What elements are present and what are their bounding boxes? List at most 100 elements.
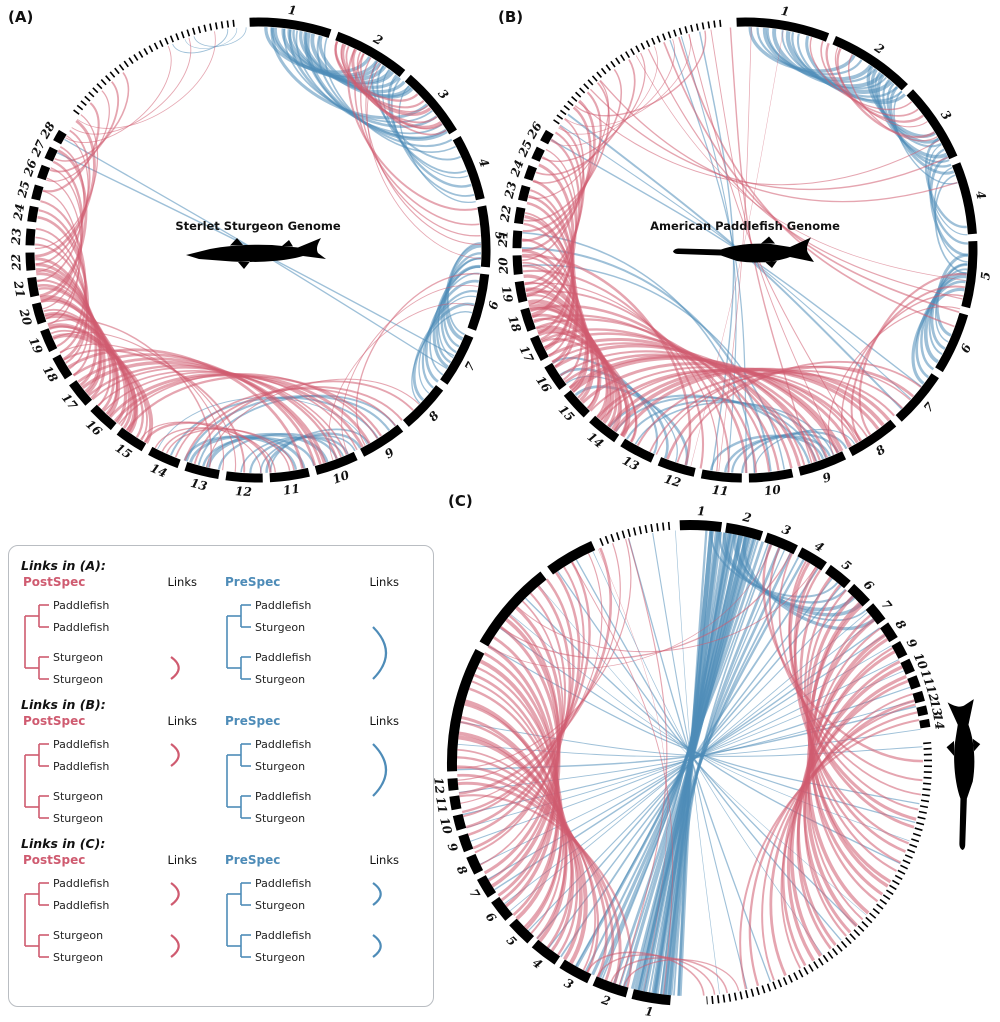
chromosome-segment [25,252,36,271]
chromosome-segment [491,896,513,921]
chromosome-segment [916,705,929,717]
chromosome-segment [520,307,536,332]
link-arc-glyph [170,934,180,958]
chromosome-label: 11 [918,668,937,688]
unlabeled-segment [447,648,485,772]
synteny-links [34,26,482,474]
chromosome-segment [514,280,528,303]
chromosome-label: 10 [437,816,455,836]
legend-section-c: Links in (C): PostSpec Links Paddlefish P… [21,836,427,971]
prespec-tree-b: Paddlefish Sturgeon Paddlefish Sturgeon [226,738,387,825]
chromosome-segment [458,833,474,853]
genome-title: Sterlet Sturgeon Genome [175,219,341,233]
chromosome-segment [90,404,117,431]
chromosome-segment [116,427,147,452]
taxon-label: Sturgeon [255,899,305,912]
links-heading: Links [167,575,197,589]
prespec-tree-c: Paddlefish Sturgeon Paddlefish Sturgeon [226,877,382,964]
chromosome-segment [935,312,969,373]
chromosome-segment [679,519,723,533]
taxon-label: Sturgeon [53,812,103,825]
paddlefish-silhouette-icon [946,699,981,850]
links-heading: Links [369,853,399,867]
chromosome-segment [477,875,497,898]
chromosome-segment [31,302,47,325]
taxon-label: Paddlefish [255,599,311,612]
link-arc-glyph [170,656,180,680]
taxon-label: Sturgeon [255,760,305,773]
chromosome-label: 3 [562,976,576,992]
chromosome-label: 1 [780,4,791,19]
links-heading: Links [167,853,197,867]
chromosome-label: 13 [189,476,209,494]
prespec-heading: PreSpec [225,853,281,867]
circos-plot-sturgeon: 1234567891011121314151617181920212223242… [9,3,505,499]
unplaced-scaffolds-dots [73,19,239,115]
taxon-label: Paddlefish [255,651,311,664]
chromosome-label: 21 [11,279,28,299]
legend-a-postspec-column: PostSpec Links Paddlefish Paddlefish Sturg… [21,575,223,693]
panel-a-label: (A) [8,8,34,26]
chromosome-segment [449,795,462,811]
chromosome-label: 1 [697,504,706,518]
chromosome-segment [466,853,484,875]
taxon-label: Paddlefish [255,877,311,890]
paddlefish-silhouette-icon [946,699,981,850]
chromosome-label: 8 [892,617,909,632]
synteny-links [521,26,969,474]
chromosome-label: 12 [923,683,941,703]
chromosome-label: 9 [821,469,834,485]
postspec-heading: PostSpec [23,714,86,728]
chromosome-segment [514,206,526,225]
unlabeled-segment [547,541,596,575]
chromosome-segment [847,583,870,607]
chromosome-segment [31,184,44,201]
chromosome-segment [225,471,263,483]
postspec-tree-a: Paddlefish Paddlefish Sturgeon Sturgeon [24,599,180,686]
chromosome-segment [544,362,567,391]
taxon-label: Paddlefish [53,621,109,634]
chromosome-segment [736,17,830,42]
chromosome-segment [631,989,671,1006]
unplaced-scaffolds-dots [599,521,674,547]
chromosome-label: 2 [370,31,385,48]
chromosome-label: 11 [433,796,450,815]
chromosome-label: 6 [861,577,877,593]
chromosome-segment [657,457,696,477]
legend-section-b: Links in (B): PostSpec Links Paddlefish P… [21,697,427,832]
chromosome-label: 3 [780,522,793,538]
taxon-label: Sturgeon [53,673,103,686]
chromosome-segment [700,469,742,483]
legend-a-prespec-column: PreSpec Links Paddlefish Sturgeon Paddlefi… [223,575,425,693]
legend-c-prespec-column: PreSpec Links Paddlefish Sturgeon Paddlefi… [223,853,425,971]
chromosome-segment [523,164,537,181]
chromosome-segment [620,438,655,463]
chromosome-segment [559,959,592,984]
ideogram-ring [25,17,491,483]
chromosome-label: 13 [620,453,641,473]
chromosome-label: 25 [15,179,33,200]
chromosome-segment [961,241,978,309]
chromosome-segment [824,564,851,589]
chromosome-segment [148,446,181,469]
chromosome-segment [314,451,358,475]
chromosome-label: 6 [486,299,502,311]
chromosome-segment [865,603,886,625]
chromosome-segment [530,335,549,362]
taxon-label: Paddlefish [53,760,109,773]
chromosome-segment [907,675,921,690]
chromosome-label: 7 [878,598,895,614]
legend-c-postspec-column: PostSpec Links Paddlefish Paddlefish Sturg… [21,853,223,971]
chromosome-segment [52,354,73,380]
chromosome-segment [447,778,459,791]
postspec-tree-c: Paddlefish Paddlefish Sturgeon Sturgeon [24,877,180,964]
legend-b-postspec-column: PostSpec Links Paddlefish Paddlefish Sturg… [21,714,223,832]
taxon-label: Paddlefish [53,738,109,751]
chromosome-segment [452,813,467,831]
chromosome-segment [797,547,827,571]
chromosome-segment [848,419,897,457]
link-arc-glyph [372,934,382,958]
chromosome-segment [880,622,898,643]
